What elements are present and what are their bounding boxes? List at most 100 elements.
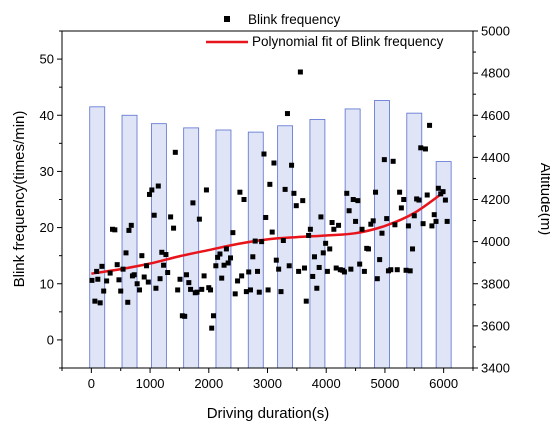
blink-frequency-point bbox=[379, 230, 385, 236]
blink-frequency-point bbox=[273, 257, 279, 263]
blink-frequency-point bbox=[348, 266, 354, 272]
blink-frequency-point bbox=[300, 198, 306, 204]
blink-frequency-point bbox=[256, 289, 262, 295]
blink-frequency-point bbox=[350, 197, 356, 202]
y2-tick-label: 5000 bbox=[481, 24, 510, 39]
blink-frequency-point bbox=[388, 267, 394, 273]
blink-frequency-point bbox=[259, 239, 265, 245]
blink-frequency-point bbox=[318, 214, 324, 220]
blink-frequency-point bbox=[297, 69, 303, 75]
blink-frequency-point bbox=[215, 254, 221, 260]
blink-frequency-point bbox=[145, 279, 151, 285]
altitude-bar bbox=[247, 131, 264, 369]
blink-frequency-point bbox=[217, 251, 223, 257]
blink-frequency-point bbox=[303, 298, 309, 304]
blink-frequency-point bbox=[182, 313, 188, 319]
blink-frequency-point bbox=[196, 216, 202, 222]
blink-frequency-point bbox=[107, 270, 113, 276]
blink-frequency-point bbox=[329, 220, 335, 226]
blink-frequency-point bbox=[411, 213, 417, 219]
x-tick-label: 5000 bbox=[370, 376, 399, 391]
y2-tick-label: 4200 bbox=[481, 192, 510, 207]
blink-frequency-point bbox=[261, 151, 267, 157]
blink-frequency-point bbox=[311, 254, 317, 260]
blink-frequency-point bbox=[416, 197, 422, 203]
altitude-bars bbox=[89, 100, 452, 369]
polynomial-fit-line bbox=[91, 191, 445, 275]
blink-frequency-point bbox=[442, 197, 448, 203]
blink-frequency-point bbox=[255, 268, 261, 274]
y-tick-label: 20 bbox=[40, 220, 54, 235]
blink-frequency-point bbox=[314, 285, 320, 291]
y-axis: 0 10 20 30 40 50 bbox=[40, 30, 62, 369]
blink-frequency-point bbox=[381, 157, 387, 163]
blink-frequency-point bbox=[374, 276, 380, 282]
blink-frequency-point bbox=[104, 278, 110, 284]
blink-frequency-point bbox=[361, 268, 367, 274]
blink-frequency-point bbox=[141, 274, 147, 280]
blink-frequency-point bbox=[120, 266, 126, 272]
blink-frequency-point bbox=[331, 226, 337, 232]
blink-frequency-point bbox=[116, 277, 122, 283]
blink-frequency-point bbox=[241, 197, 247, 202]
blink-frequency-point bbox=[125, 299, 131, 305]
blink-frequency-point bbox=[420, 221, 426, 227]
x-tick-label: 4000 bbox=[312, 376, 341, 391]
blink-frequency-point bbox=[155, 183, 161, 189]
blink-frequency-point bbox=[355, 198, 361, 204]
y2-tick-label: 4000 bbox=[481, 234, 510, 249]
blink-frequency-point bbox=[392, 222, 398, 228]
y2-axis-title: Altitude(m) bbox=[537, 163, 550, 236]
blink-frequency-point bbox=[203, 187, 209, 193]
blink-frequency-point bbox=[209, 325, 215, 331]
blink-frequency-point bbox=[175, 287, 181, 293]
y2-tick-label: 4600 bbox=[481, 108, 510, 123]
blink-frequency-point bbox=[237, 189, 243, 195]
blink-frequency-point bbox=[359, 226, 365, 232]
blink-frequency-point bbox=[163, 252, 169, 258]
blink-frequency-point bbox=[324, 268, 330, 274]
blink-frequency-point bbox=[265, 287, 271, 293]
x-tick-label: 3000 bbox=[253, 376, 282, 391]
blink-frequency-point bbox=[377, 257, 383, 263]
blink-frequency-point bbox=[271, 160, 277, 166]
blink-frequency-point bbox=[394, 267, 400, 273]
blink-frequency-point bbox=[296, 268, 302, 274]
altitude-bar bbox=[277, 125, 294, 369]
blink-frequency-point bbox=[353, 218, 359, 224]
blink-frequency-point bbox=[291, 190, 297, 196]
legend-fit-label: Polynomial fit of Blink frequency bbox=[252, 34, 444, 49]
blink-frequency-point bbox=[390, 158, 396, 164]
blink-frequency-point bbox=[370, 218, 376, 224]
x-axis-title: Driving duration(s) bbox=[207, 405, 330, 422]
blink-frequency-point bbox=[422, 146, 428, 152]
y2-tick-label: 4400 bbox=[481, 150, 510, 165]
blink-frequency-point bbox=[435, 185, 441, 191]
blink-frequency-point bbox=[114, 262, 120, 268]
blink-frequency-point bbox=[112, 227, 118, 233]
blink-frequency-point bbox=[159, 249, 165, 255]
blink-frequency-point bbox=[243, 289, 249, 295]
blink-frequency-point bbox=[403, 267, 409, 273]
blink-frequency-point bbox=[444, 218, 450, 224]
blink-frequency-point bbox=[346, 208, 352, 214]
blink-frequency-point bbox=[429, 223, 435, 229]
blink-frequency-point bbox=[210, 313, 216, 319]
blink-frequency-point bbox=[171, 225, 177, 231]
blink-frequency-point bbox=[276, 266, 282, 272]
blink-frequency-point bbox=[320, 250, 326, 256]
blink-frequency-point bbox=[126, 227, 132, 233]
y-tick-label: 40 bbox=[40, 108, 54, 123]
blink-frequency-point bbox=[280, 238, 286, 244]
blink-frequency-point bbox=[267, 181, 273, 187]
blink-frequency-point bbox=[397, 189, 403, 195]
blink-frequency-point bbox=[219, 275, 225, 281]
blink-frequency-point bbox=[149, 187, 155, 193]
blink-frequency-point bbox=[336, 222, 342, 228]
blink-frequency-point bbox=[99, 263, 105, 269]
y-tick-label: 10 bbox=[40, 276, 54, 291]
blink-frequency-point bbox=[284, 111, 290, 117]
blink-frequency-point bbox=[341, 269, 347, 275]
blink-frequency-point bbox=[230, 230, 236, 236]
blink-frequency-point bbox=[161, 262, 167, 268]
